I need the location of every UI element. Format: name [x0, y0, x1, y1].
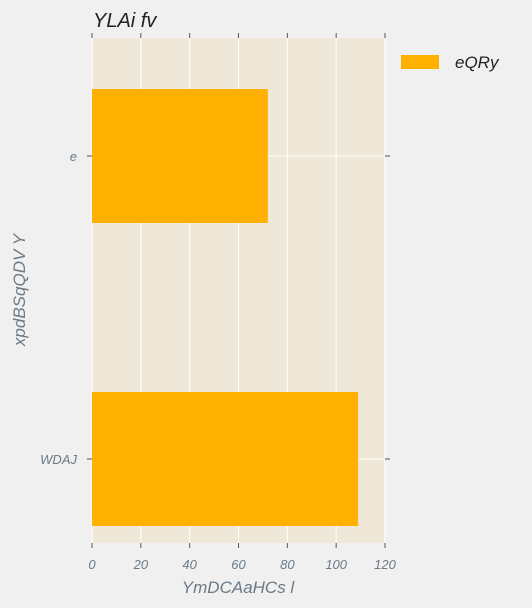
y-tick-labels: e WDAJ [40, 149, 77, 467]
x-tick-label: 60 [231, 557, 246, 572]
x-tick-label: 80 [280, 557, 295, 572]
y-tick-label: WDAJ [40, 452, 77, 467]
x-tick-label: 20 [133, 557, 149, 572]
y-axis-label: xpdBSqQDV Y [10, 232, 29, 347]
axis-ticks [87, 33, 390, 548]
legend-swatch [401, 55, 439, 69]
bar [92, 392, 359, 526]
y-tick-label: e [70, 149, 77, 164]
x-tick-labels: 0 20 40 60 80 100 120 [88, 557, 396, 572]
bars [92, 89, 359, 526]
x-tick-label: 40 [182, 557, 197, 572]
x-tick-label: 0 [88, 557, 96, 572]
x-tick-label: 120 [374, 557, 396, 572]
legend: eQRy [401, 53, 500, 72]
x-tick-label: 100 [325, 557, 347, 572]
bar [92, 89, 268, 223]
x-axis-label: YmDCAaHCs l [182, 578, 296, 597]
chart-title: YLAi fv [93, 10, 157, 32]
legend-label: eQRy [455, 53, 500, 72]
